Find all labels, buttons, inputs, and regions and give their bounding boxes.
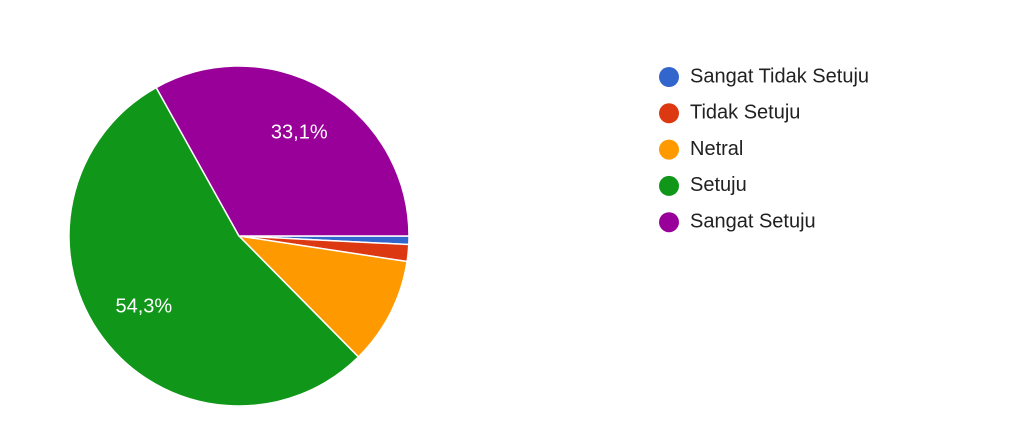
legend-label: Sangat Setuju xyxy=(690,210,816,232)
legend-swatch xyxy=(659,67,679,87)
pie-slice xyxy=(155,65,410,237)
legend-swatch xyxy=(659,139,679,160)
legend-swatch xyxy=(659,103,679,124)
legend-label: Sangat Tidak Setuju xyxy=(690,65,869,87)
legend-label: Setuju xyxy=(690,174,747,196)
legend-label: Netral xyxy=(690,138,743,160)
legend-label: Tidak Setuju xyxy=(690,102,800,124)
pie-slice xyxy=(236,234,408,359)
pie-slice xyxy=(68,86,360,407)
legend-swatch xyxy=(659,175,679,196)
slice-label: 33,1% xyxy=(271,122,328,144)
legend-swatch xyxy=(659,212,679,233)
slice-label: 54,3% xyxy=(115,296,172,318)
